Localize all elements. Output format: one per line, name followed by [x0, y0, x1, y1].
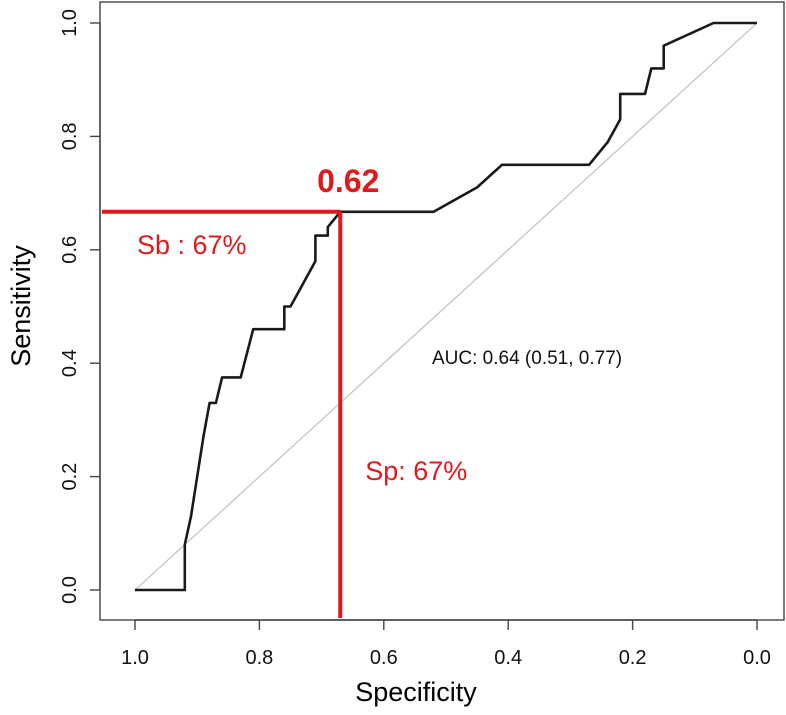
x-axis-ticks: 1.0 0.8 0.6 0.4 0.2 0.0: [121, 620, 771, 669]
x-tick-label: 0.4: [494, 647, 522, 669]
y-axis-ticks: 0.0 0.2 0.4 0.6 0.8 1.0: [59, 9, 100, 604]
x-tick-label: 0.2: [619, 647, 647, 669]
y-tick-label: 0.8: [59, 122, 81, 150]
y-tick-label: 0.2: [59, 463, 81, 491]
x-tick-label: 1.0: [121, 647, 149, 669]
chance-diagonal-line: [134, 22, 758, 591]
x-tick-label: 0.6: [370, 647, 398, 669]
x-tick-label: 0.8: [245, 647, 273, 669]
cutoff-threshold-label: 0.62: [317, 163, 379, 199]
y-tick-label: 0.0: [59, 576, 81, 604]
x-tick-label: 0.0: [743, 647, 771, 669]
y-tick-label: 1.0: [59, 9, 81, 37]
auc-annotation: AUC: 0.64 (0.51, 0.77): [432, 348, 622, 369]
y-axis-title: Sensitivity: [6, 245, 36, 367]
y-tick-label: 0.4: [59, 349, 81, 377]
y-tick-label: 0.6: [59, 236, 81, 264]
roc-curve-line: [135, 21, 757, 592]
x-axis-title: Specificity: [355, 677, 477, 707]
cutoff-specificity-label: Sp: 67%: [365, 456, 467, 486]
cutoff-sensitivity-label: Sb : 67%: [137, 230, 247, 260]
